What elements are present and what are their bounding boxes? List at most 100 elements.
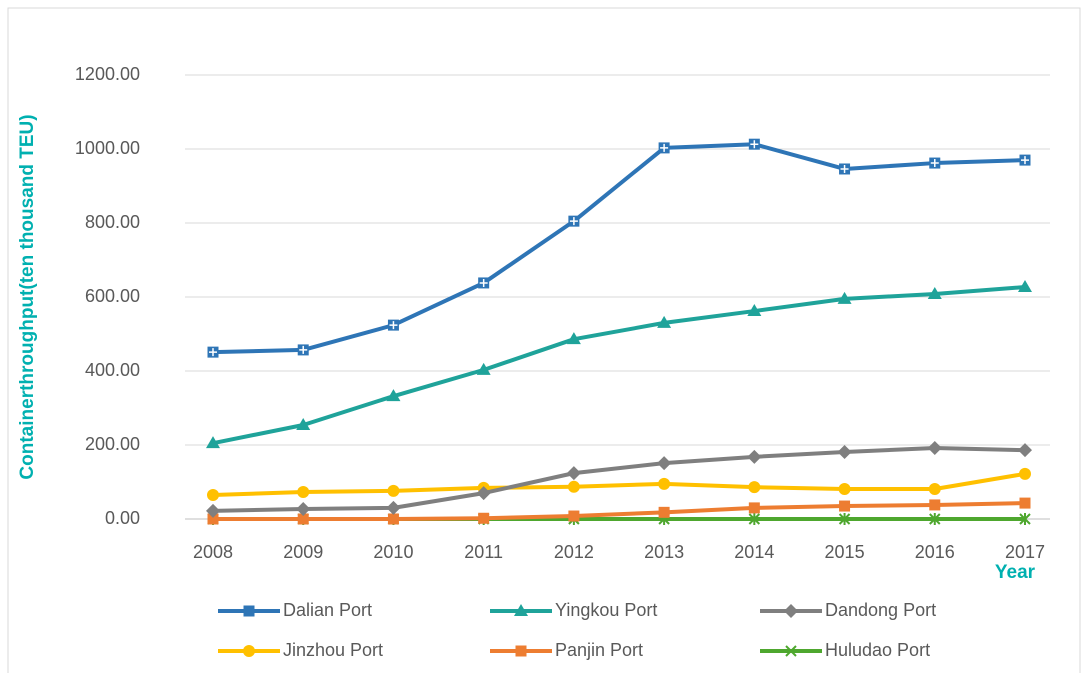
series: [207, 497, 1031, 525]
marker-cross: [569, 217, 578, 226]
series-line: [212, 285, 1026, 446]
marker: [657, 456, 672, 471]
marker: [386, 389, 401, 402]
marker: [1018, 280, 1032, 293]
marker: [748, 481, 761, 494]
marker: [297, 513, 309, 525]
marker: [657, 315, 672, 328]
series-line: [212, 471, 1026, 497]
y-tick-label: 200.00: [85, 434, 140, 454]
marker-cross: [209, 348, 217, 357]
y-tick-label: 1200.00: [75, 64, 140, 84]
x-tick-label: 2013: [644, 542, 684, 562]
chart-frame: [7, 7, 1081, 678]
x-tick-label: 2009: [283, 542, 323, 562]
legend-item: Panjin Port: [490, 640, 643, 660]
marker-cross: [1021, 156, 1029, 165]
legend-label: Huludao Port: [825, 640, 930, 660]
marker-cross: [299, 345, 308, 354]
marker: [837, 445, 852, 460]
y-tick-label: 0.00: [105, 508, 140, 528]
marker: [206, 436, 220, 449]
marker: [929, 499, 941, 511]
marker: [1019, 467, 1031, 480]
marker: [839, 500, 851, 512]
marker: [568, 510, 580, 522]
x-tick-label: 2015: [825, 542, 865, 562]
legend-label: Dalian Port: [283, 600, 372, 620]
marker-cross: [479, 278, 488, 287]
x-tick-label: 2008: [193, 542, 233, 562]
marker-cross: [660, 143, 669, 152]
x-tick-label: 2016: [915, 542, 955, 562]
x-tick-label: 2010: [373, 542, 413, 562]
legend-label: Jinzhou Port: [283, 640, 383, 660]
marker: [747, 304, 762, 317]
legend-item: Jinzhou Port: [218, 640, 383, 660]
legend-item: Dalian Port: [218, 600, 372, 620]
legend-marker: [514, 604, 528, 616]
marker: [206, 503, 220, 518]
marker: [207, 513, 219, 525]
marker: [838, 483, 851, 496]
legend-label: Yingkou Port: [555, 600, 657, 620]
x-tick-label: 2017: [1005, 542, 1045, 562]
y-tick-label: 1000.00: [75, 138, 140, 158]
y-tick-label: 400.00: [85, 360, 140, 380]
marker: [386, 500, 401, 515]
x-tick-label: 2012: [554, 542, 594, 562]
marker: [476, 486, 491, 501]
marker: [566, 332, 581, 345]
legend-item: Dandong Port: [760, 600, 936, 620]
marker: [566, 466, 581, 481]
legend-marker: [784, 604, 798, 618]
legend-label: Panjin Port: [555, 640, 643, 660]
marker: [837, 291, 852, 304]
marker: [478, 512, 490, 524]
marker: [929, 513, 941, 525]
marker: [387, 513, 399, 525]
legend-item: Yingkou Port: [490, 600, 657, 620]
y-tick-label: 600.00: [85, 286, 140, 306]
marker-cross: [930, 159, 939, 168]
marker: [1019, 513, 1031, 525]
series: [206, 280, 1032, 449]
marker: [658, 477, 671, 490]
marker: [838, 513, 851, 525]
series: [206, 440, 1032, 518]
marker: [747, 449, 762, 464]
x-tick-label: 2014: [734, 542, 774, 562]
marker: [387, 484, 400, 497]
y-axis-title: Containerthroughput(ten thousand TEU): [17, 114, 38, 479]
marker-cross: [389, 321, 398, 330]
marker: [567, 480, 580, 493]
marker: [658, 506, 670, 518]
series-line: [212, 445, 1026, 513]
series-line: [212, 142, 1026, 355]
marker-cross: [840, 164, 849, 173]
legend-marker: [243, 605, 255, 617]
legend-marker: [785, 645, 797, 657]
marker: [748, 502, 760, 514]
legend-marker: [243, 645, 255, 657]
legend-label: Dandong Port: [825, 600, 936, 620]
marker: [207, 488, 219, 501]
marker: [1019, 497, 1031, 509]
marker-cross: [750, 140, 759, 149]
y-tick-label: 800.00: [85, 212, 140, 232]
marker: [927, 440, 942, 455]
legend-item: Huludao Port: [760, 640, 930, 660]
x-tick-label: 2011: [464, 542, 503, 562]
marker: [296, 502, 311, 517]
marker: [928, 483, 941, 496]
series: [207, 138, 1031, 358]
series-line: [213, 501, 1026, 521]
marker: [748, 513, 761, 525]
x-axis-title: Year: [995, 562, 1036, 583]
marker: [927, 287, 942, 300]
legend-marker: [515, 645, 527, 657]
marker: [296, 418, 311, 431]
marker: [476, 362, 491, 375]
marker: [1018, 443, 1032, 458]
